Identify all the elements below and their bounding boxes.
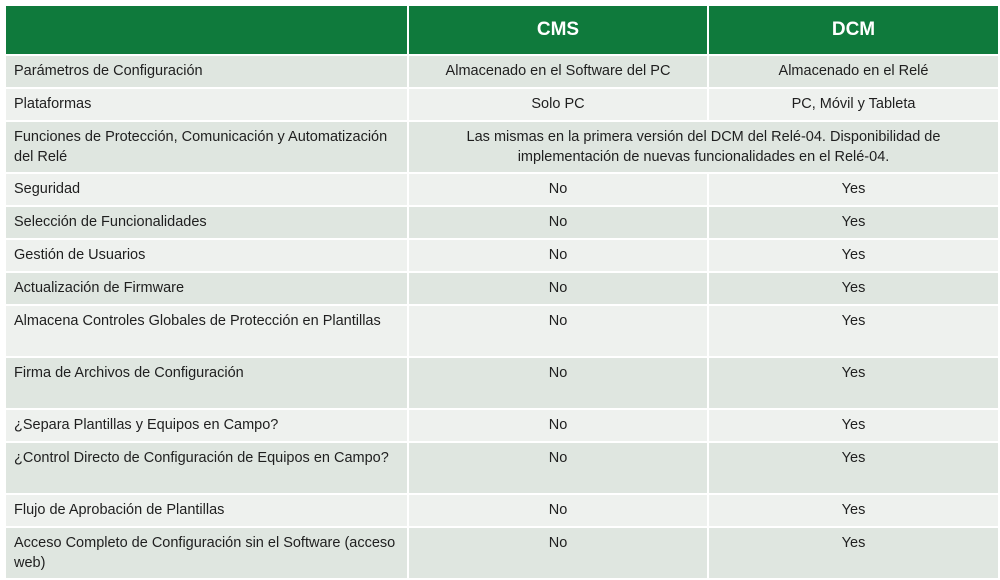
merged-value: Las mismas en la primera versión del DCM… xyxy=(409,122,998,172)
cms-value: No xyxy=(409,358,707,408)
dcm-value: Yes xyxy=(709,174,998,205)
table-row: Almacena Controles Globales de Protecció… xyxy=(6,306,998,356)
table-row: Parámetros de Configuración Almacenado e… xyxy=(6,56,998,87)
cms-value: Almacenado en el Software del PC xyxy=(409,56,707,87)
dcm-value: Yes xyxy=(709,240,998,271)
table-row: Seguridad No Yes xyxy=(6,174,998,205)
feature-label: Actualización de Firmware xyxy=(6,273,407,304)
cms-value: No xyxy=(409,528,707,578)
cms-value: No xyxy=(409,240,707,271)
table-row: Flujo de Aprobación de Plantillas No Yes xyxy=(6,495,998,526)
table-row: ¿Separa Plantillas y Equipos en Campo? N… xyxy=(6,410,998,441)
header-dcm: DCM xyxy=(709,6,998,54)
dcm-value: PC, Móvil y Tableta xyxy=(709,89,998,120)
table-row: Actualización de Firmware No Yes xyxy=(6,273,998,304)
cms-value: No xyxy=(409,306,707,356)
table-row: Funciones de Protección, Comunicación y … xyxy=(6,122,998,172)
dcm-value: Yes xyxy=(709,207,998,238)
cms-value: No xyxy=(409,410,707,441)
cms-value: Solo PC xyxy=(409,89,707,120)
table-row: Acceso Completo de Configuración sin el … xyxy=(6,528,998,578)
dcm-value: Yes xyxy=(709,410,998,441)
feature-label: Selección de Funcionalidades xyxy=(6,207,407,238)
table-row: ¿Control Directo de Configuración de Equ… xyxy=(6,443,998,493)
cms-value: No xyxy=(409,207,707,238)
dcm-value: Yes xyxy=(709,306,998,356)
feature-label: ¿Control Directo de Configuración de Equ… xyxy=(6,443,407,493)
dcm-value: Almacenado en el Relé xyxy=(709,56,998,87)
dcm-value: Yes xyxy=(709,358,998,408)
feature-label: ¿Separa Plantillas y Equipos en Campo? xyxy=(6,410,407,441)
table-row: Plataformas Solo PC PC, Móvil y Tableta xyxy=(6,89,998,120)
table-row: Gestión de Usuarios No Yes xyxy=(6,240,998,271)
feature-label: Gestión de Usuarios xyxy=(6,240,407,271)
feature-label: Funciones de Protección, Comunicación y … xyxy=(6,122,407,172)
comparison-table-container: CMS DCM Parámetros de Configuración Alma… xyxy=(4,4,998,580)
header-cms: CMS xyxy=(409,6,707,54)
feature-label: Firma de Archivos de Configuración xyxy=(6,358,407,408)
table-row: Selección de Funcionalidades No Yes xyxy=(6,207,998,238)
dcm-value: Yes xyxy=(709,495,998,526)
feature-label: Acceso Completo de Configuración sin el … xyxy=(6,528,407,578)
header-feature-cell xyxy=(6,6,407,54)
dcm-value: Yes xyxy=(709,273,998,304)
cms-value: No xyxy=(409,443,707,493)
dcm-value: Yes xyxy=(709,443,998,493)
feature-label: Parámetros de Configuración xyxy=(6,56,407,87)
dcm-value: Yes xyxy=(709,528,998,578)
feature-label: Plataformas xyxy=(6,89,407,120)
cms-value: No xyxy=(409,174,707,205)
feature-label: Seguridad xyxy=(6,174,407,205)
table-row: Firma de Archivos de Configuración No Ye… xyxy=(6,358,998,408)
cms-value: No xyxy=(409,273,707,304)
comparison-table: CMS DCM Parámetros de Configuración Alma… xyxy=(4,4,1000,580)
cms-value: No xyxy=(409,495,707,526)
feature-label: Almacena Controles Globales de Protecció… xyxy=(6,306,407,356)
header-row: CMS DCM xyxy=(6,6,998,54)
feature-label: Flujo de Aprobación de Plantillas xyxy=(6,495,407,526)
